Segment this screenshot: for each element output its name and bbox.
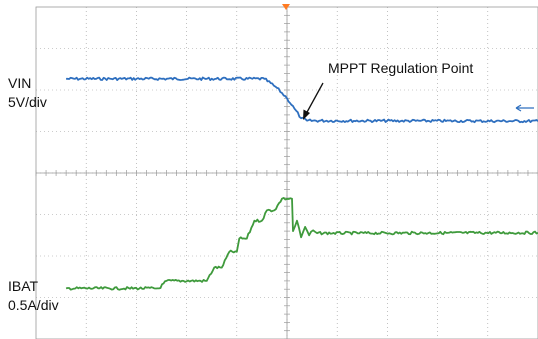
series-layer: [65, 76, 538, 291]
trigger-marker: [282, 4, 290, 10]
ibat-scale-label: 0.5A/div: [8, 297, 59, 313]
vin-scale-label: 5V/div: [8, 94, 47, 110]
ibat-channel-label: IBAT: [8, 278, 39, 294]
mppt-annotation-arrow: [303, 82, 324, 120]
series-ibat-trace: [65, 197, 538, 291]
vin-ground-marker: [515, 104, 534, 112]
series-vin-trace: [66, 76, 538, 124]
vin-channel-label: VIN: [8, 75, 31, 91]
mppt-annotation-label: MPPT Regulation Point: [328, 60, 473, 76]
